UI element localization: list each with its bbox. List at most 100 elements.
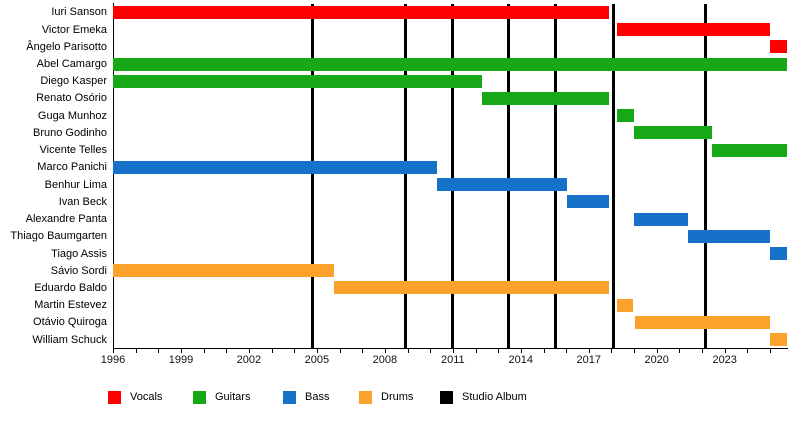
timeline-bar xyxy=(113,74,483,88)
x-axis-tick xyxy=(407,349,409,353)
x-axis-tick-label: 1996 xyxy=(100,354,126,366)
timeline-bar xyxy=(770,333,787,347)
studio-album-line xyxy=(554,4,558,348)
timeline-bar xyxy=(617,23,770,36)
member-name-label: Iuri Sanson xyxy=(51,6,107,19)
x-axis-tick-label: 2008 xyxy=(372,354,398,366)
x-axis-tick xyxy=(724,349,726,353)
x-axis-tick-label: 2011 xyxy=(440,354,465,366)
timeline-bar xyxy=(437,178,568,192)
x-axis-tick xyxy=(747,349,749,353)
studio-album-line xyxy=(310,4,314,348)
x-axis-tick xyxy=(113,349,114,353)
timeline-bar xyxy=(113,57,787,71)
timeline-bar xyxy=(617,298,633,312)
x-axis-tick xyxy=(520,349,522,353)
x-axis-tick xyxy=(430,349,432,353)
legend-swatch xyxy=(359,391,372,404)
studio-album-line xyxy=(612,4,616,348)
member-name-label: Martin Estevez xyxy=(34,299,107,312)
x-axis-tick-label: 1999 xyxy=(168,354,194,366)
member-name-label: Otávio Quiroga xyxy=(33,316,107,329)
member-name-label: Ângelo Parisotto xyxy=(26,40,107,53)
member-name-label: Marco Panichi xyxy=(37,161,107,174)
timeline-bar xyxy=(770,247,787,260)
timeline-bar xyxy=(617,109,635,123)
x-axis-tick-label: 2005 xyxy=(304,354,330,366)
x-axis-tick xyxy=(226,349,228,353)
x-axis-tick xyxy=(679,349,681,353)
timeline-bar xyxy=(635,315,770,329)
x-axis-tick-label: 2020 xyxy=(644,354,669,366)
timeline-bar xyxy=(634,212,689,226)
legend-label: Guitars xyxy=(215,391,251,403)
x-axis-tick xyxy=(566,349,568,353)
x-axis-tick xyxy=(316,349,318,353)
x-axis-tick xyxy=(634,349,636,353)
member-name-label: Abel Camargo xyxy=(36,58,107,70)
timeline-bar xyxy=(712,143,787,157)
member-name-label: Tiago Assis xyxy=(51,247,107,260)
legend-swatch xyxy=(440,391,453,404)
member-name-label: Ivan Beck xyxy=(58,195,107,208)
x-axis-tick-label: 2023 xyxy=(712,354,737,366)
x-axis-tick xyxy=(203,349,205,353)
legend-swatch xyxy=(108,391,121,404)
x-axis-tick xyxy=(294,349,296,353)
member-name-label: Bruno Godinho xyxy=(33,126,107,139)
member-name-label: Diego Kasper xyxy=(40,75,107,88)
x-axis-tick xyxy=(248,349,250,353)
timeline-bar xyxy=(113,5,610,19)
x-axis-tick xyxy=(611,349,613,353)
x-axis-tick xyxy=(475,349,477,353)
legend-swatch xyxy=(283,391,296,404)
x-axis-tick xyxy=(543,349,545,353)
x-axis-tick xyxy=(452,349,454,353)
studio-album-line xyxy=(506,4,510,348)
member-name-label: Renato Osório xyxy=(36,92,107,105)
timeline-bar xyxy=(567,195,610,209)
member-name-label: Guga Munhoz xyxy=(37,109,107,122)
x-axis-tick-label: 2002 xyxy=(236,354,262,366)
member-name-label: Benhur Lima xyxy=(44,178,107,191)
x-axis-tick xyxy=(271,349,273,353)
timeline-bar xyxy=(113,160,437,174)
timeline-bar xyxy=(688,229,770,243)
member-name-label: William Schuck xyxy=(32,333,107,346)
member-name-label: Eduardo Baldo xyxy=(34,281,107,294)
x-axis-tick xyxy=(135,349,137,353)
x-axis-tick xyxy=(362,349,364,353)
member-name-label: Vicente Telles xyxy=(39,144,107,157)
y-axis-spine xyxy=(113,3,114,348)
x-axis-tick xyxy=(498,349,500,353)
x-axis-tick xyxy=(158,349,160,353)
legend-label: Bass xyxy=(305,391,330,403)
legend-swatch xyxy=(193,391,206,404)
timeline-bar xyxy=(333,281,610,295)
x-axis-tick xyxy=(339,349,341,353)
member-name-label: Alexandre Panta xyxy=(25,213,107,225)
timeline-bar xyxy=(482,91,610,105)
x-axis-tick-label: 2017 xyxy=(576,354,602,366)
x-axis-tick xyxy=(384,349,386,353)
x-axis-spine xyxy=(113,348,788,349)
x-axis-tick xyxy=(656,349,658,353)
x-axis-tick xyxy=(181,349,182,353)
studio-album-line xyxy=(403,4,407,348)
x-axis-tick xyxy=(770,349,771,353)
studio-album-line xyxy=(703,4,707,348)
legend-label: Vocals xyxy=(130,391,163,403)
member-name-label: Victor Emeka xyxy=(41,23,107,36)
legend-label: Studio Album xyxy=(462,391,527,403)
member-name-label: Sávio Sordi xyxy=(50,264,107,277)
x-axis-tick-label: 2014 xyxy=(508,354,534,366)
x-axis-tick xyxy=(588,349,590,353)
x-axis-tick xyxy=(702,349,703,353)
timeline-bar xyxy=(634,126,713,140)
studio-album-line xyxy=(451,4,455,348)
timeline-bar xyxy=(770,40,787,54)
member-name-label: Thiago Baumgarten xyxy=(10,230,107,243)
legend-label: Drums xyxy=(381,391,414,403)
timeline-bar xyxy=(113,264,334,278)
